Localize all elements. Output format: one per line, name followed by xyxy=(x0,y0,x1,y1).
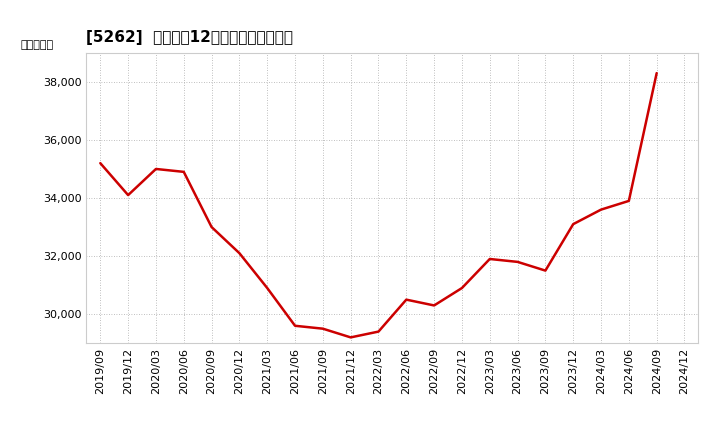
Y-axis label: （百万円）: （百万円） xyxy=(21,40,54,50)
Text: [5262]  売上高の12か月移動合計の推移: [5262] 売上高の12か月移動合計の推移 xyxy=(86,29,294,45)
